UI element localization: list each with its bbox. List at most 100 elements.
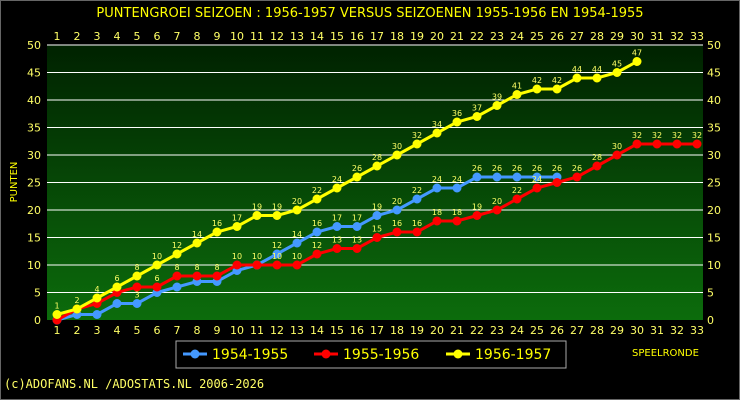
x-tick-label: 7 xyxy=(174,30,181,43)
x-tick-label: 25 xyxy=(530,324,544,337)
x-tick-label: 15 xyxy=(330,30,344,43)
y-tick-label: 15 xyxy=(707,232,721,245)
x-tick-label: 26 xyxy=(550,30,564,43)
x-tick-label: 18 xyxy=(390,324,404,337)
data-label: 17 xyxy=(232,214,242,223)
data-label: 32 xyxy=(412,131,422,140)
data-point xyxy=(252,260,262,270)
x-tick-label: 11 xyxy=(250,30,264,43)
data-label: 12 xyxy=(172,241,182,250)
x-tick-label: 8 xyxy=(194,324,201,337)
data-point xyxy=(272,211,282,220)
y-tick-label: 45 xyxy=(27,67,41,80)
x-tick-label: 21 xyxy=(450,324,464,337)
y-tick-label: 50 xyxy=(27,39,41,52)
data-label: 10 xyxy=(232,252,242,261)
x-tick-label: 17 xyxy=(370,324,384,337)
y-tick-label: 45 xyxy=(707,67,721,80)
legend-entry: 1955-1956 xyxy=(343,347,419,363)
data-point xyxy=(72,304,82,314)
data-point xyxy=(532,183,542,193)
y-tick-label: 50 xyxy=(707,39,721,52)
data-label: 10 xyxy=(252,252,262,261)
data-point xyxy=(352,222,362,231)
data-label: 8 xyxy=(214,263,219,272)
x-tick-labels-bottom: 1 2 3 4 5 6 7 8 9 10 11 12 13 14 15 16 17 18 19 20 21 22 23 24 2… xyxy=(54,324,705,337)
x-tick-label: 33 xyxy=(690,30,704,43)
data-label: 19 xyxy=(272,203,282,212)
data-label: 12 xyxy=(272,241,282,250)
x-tick-label: 16 xyxy=(350,324,364,337)
data-point xyxy=(292,205,302,215)
x-tick-label: 12 xyxy=(270,30,284,43)
data-point xyxy=(292,260,302,270)
data-label: 6 xyxy=(154,274,159,283)
data-point xyxy=(312,227,322,237)
x-tick-label: 25 xyxy=(530,30,544,43)
x-tick-label: 19 xyxy=(410,324,424,337)
y-tick-labels-right: 0 5 10 15 20 25 30 35 40 45 50 xyxy=(707,39,721,327)
x-tick-label: 3 xyxy=(94,324,101,337)
data-label: 14 xyxy=(192,230,202,239)
data-point xyxy=(212,227,222,237)
data-point xyxy=(492,101,502,110)
data-label: 34 xyxy=(432,120,442,129)
x-tick-label: 19 xyxy=(410,30,424,43)
x-tick-label: 9 xyxy=(214,324,221,337)
x-tick-labels-top: 1 2 3 4 5 6 7 8 9 10 11 12 13 14 15 16 17 18 19 20 21 22 23 24 2… xyxy=(54,30,705,43)
x-tick-label: 10 xyxy=(230,30,244,43)
x-tick-label: 8 xyxy=(194,30,201,43)
data-point xyxy=(612,150,622,160)
data-label: 28 xyxy=(592,153,602,162)
data-label: 4 xyxy=(94,285,99,294)
data-point xyxy=(632,57,642,66)
y-tick-labels-left: 0 5 10 15 20 25 30 35 40 45 50 xyxy=(27,39,41,327)
x-tick-label: 29 xyxy=(610,30,624,43)
legend-marker xyxy=(321,349,331,359)
data-point xyxy=(132,299,142,308)
data-point xyxy=(132,282,142,292)
x-tick-label: 23 xyxy=(490,30,504,43)
x-tick-label: 11 xyxy=(250,324,264,337)
x-tick-label: 28 xyxy=(590,324,604,337)
data-label: 32 xyxy=(652,131,662,140)
data-label: 15 xyxy=(372,225,382,234)
x-tick-label: 24 xyxy=(510,324,524,337)
x-tick-label: 32 xyxy=(670,324,684,337)
data-label: 39 xyxy=(492,93,502,102)
x-tick-label: 16 xyxy=(350,30,364,43)
data-point xyxy=(452,183,462,193)
data-point xyxy=(272,260,282,270)
x-tick-label: 22 xyxy=(470,324,484,337)
data-point xyxy=(432,183,442,193)
data-point xyxy=(292,238,302,248)
data-label: 19 xyxy=(472,203,482,212)
data-point xyxy=(352,172,362,182)
x-tick-label: 22 xyxy=(470,30,484,43)
data-point xyxy=(472,172,482,182)
x-tick-label: 26 xyxy=(550,324,564,337)
x-tick-label: 2 xyxy=(74,30,81,43)
data-point xyxy=(532,84,542,94)
x-tick-label: 14 xyxy=(310,324,324,337)
data-label: 22 xyxy=(312,186,322,195)
data-point xyxy=(232,260,242,270)
data-label: 32 xyxy=(672,131,682,140)
data-point xyxy=(412,227,422,237)
x-tick-label: 5 xyxy=(134,30,141,43)
x-tick-label: 6 xyxy=(154,324,161,337)
x-tick-label: 13 xyxy=(290,30,304,43)
y-tick-label: 30 xyxy=(707,149,721,162)
data-label: 6 xyxy=(114,274,119,283)
chart-title: PUNTENGROEI SEIZOEN : 1956-1957 VERSUS S… xyxy=(96,6,643,21)
data-point xyxy=(332,244,342,253)
x-tick-label: 13 xyxy=(290,324,304,337)
data-label: 20 xyxy=(292,197,302,206)
x-tick-label: 30 xyxy=(630,30,644,43)
data-label: 2 xyxy=(74,296,79,305)
data-point xyxy=(332,222,342,231)
data-point xyxy=(172,249,182,259)
data-label: 26 xyxy=(352,164,362,173)
data-point xyxy=(412,139,422,149)
